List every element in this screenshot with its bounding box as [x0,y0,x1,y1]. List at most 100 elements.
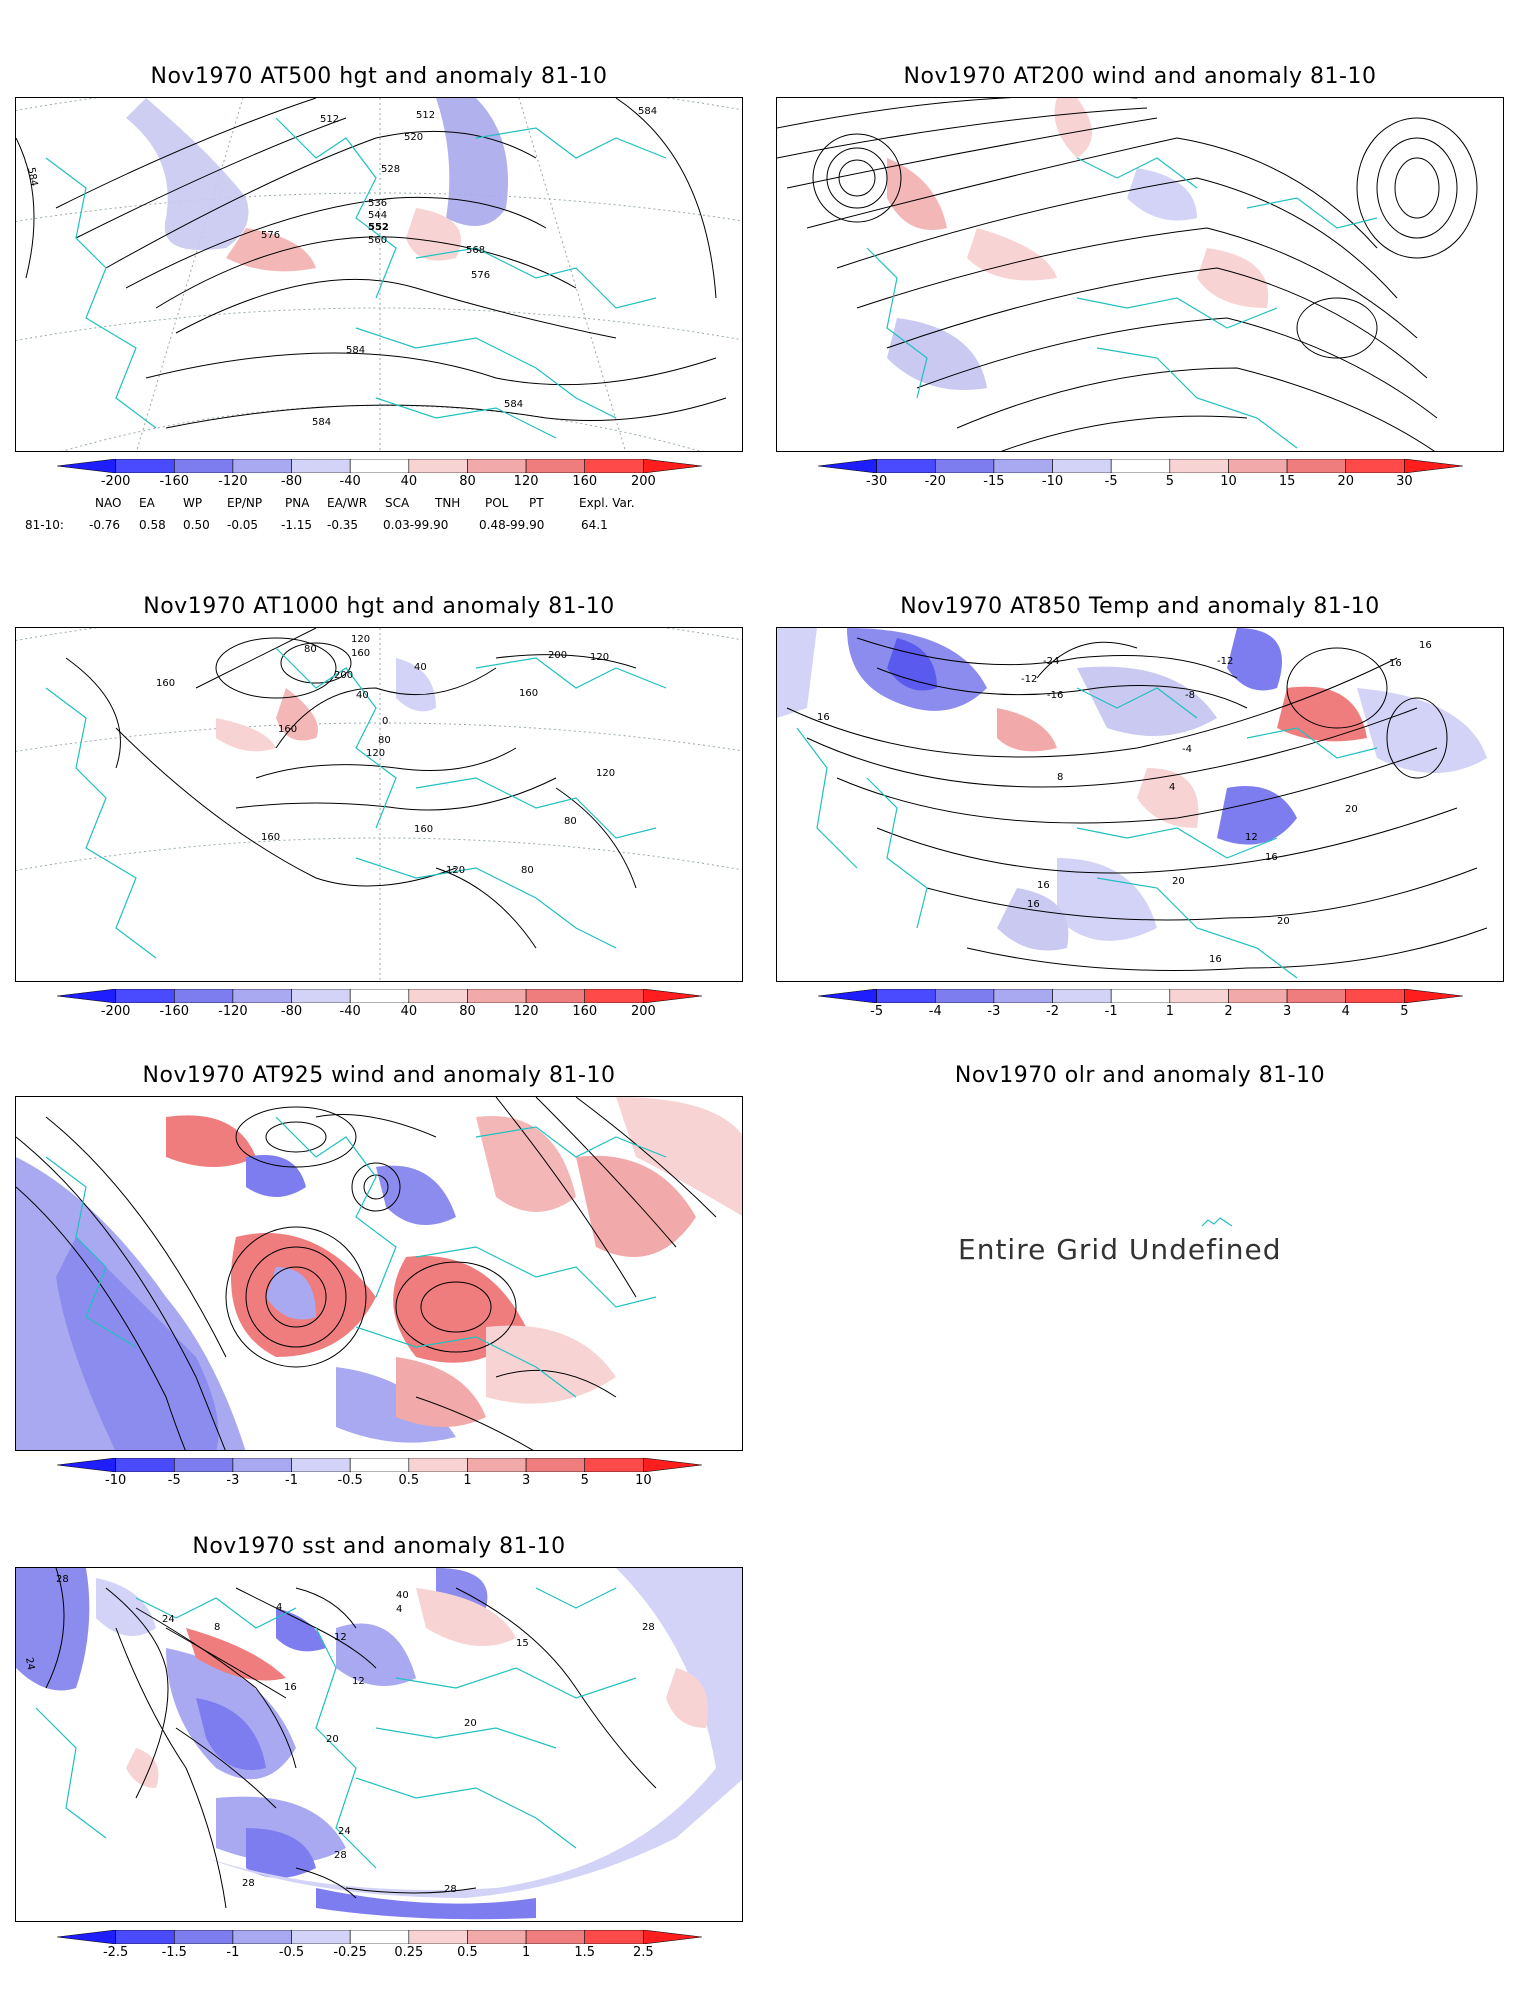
contour-label: 560 [368,235,387,246]
colorbar-segment [584,1457,644,1473]
colorbar-labels-wind200: -30 -20 -15 -10 -5 5 10 15 20 30 [818,474,1463,490]
colorbar-tick: 2 [1224,1004,1233,1019]
map-at925 [15,1096,743,1451]
colorbar-svg [56,458,703,474]
colorbar-tick: -0.5 [337,1473,363,1488]
contour-label: 544 [368,210,387,221]
contour-label: 120 [366,748,385,759]
colorbar-segment [173,1929,234,1945]
colorbar-tick: -160 [159,474,190,489]
contour-label: 520 [404,132,423,143]
contour-label: -16 [1047,690,1063,701]
contour-label: -12 [1021,674,1037,685]
contour-label: 0 [382,716,388,727]
colorbar-segment [1404,988,1464,1004]
colorbar-tick: -2 [1046,1004,1059,1019]
contour-label: 120 [590,652,609,663]
colorbar-segment [408,1457,468,1473]
colorbar-tick: -160 [159,1004,190,1019]
contour-label: 160 [519,688,538,699]
colorbar-segment [525,988,586,1004]
contour-label: 584 [312,417,331,428]
colorbar-tick: -4 [928,1004,942,1019]
colorbar-tick: 3 [521,1473,531,1488]
contour-label: 4 [276,1602,282,1613]
colorbar-segment [115,1457,175,1473]
index-header: EA/WR [327,496,368,510]
contour-label: 160 [261,832,280,843]
tiny-coastline-icon [1201,1217,1233,1227]
index-header: POL [485,496,509,510]
colorbar-segment [934,988,995,1004]
contour-label: 16 [1419,640,1432,651]
contour-label: 15 [516,1638,529,1649]
contour-label: 160 [351,648,370,659]
contour-label: 160 [156,678,175,689]
contour-label: 12 [334,1632,347,1643]
colorbar-svg [817,458,1464,474]
contour-label: 16 [817,712,830,723]
index-value: 64.1 [581,518,608,532]
colorbar-svg [817,988,1464,1004]
colorbar-labels-hgt500: -200 -160 -120 -80 -40 40 80 120 160 200 [57,474,702,490]
colorbar-tick: -20 [924,474,946,489]
index-header: Expl. Var. [579,496,635,510]
map-at500: 512 512 520 528 536 544 552 560 568 576 … [15,97,743,452]
colorbar-tick: -1 [1104,1004,1118,1019]
colorbar-segment [115,988,175,1004]
contour-label: 160 [278,724,297,735]
colorbar-tick: 4 [1341,1004,1350,1019]
colorbar-tick: 1 [1165,1004,1174,1019]
colorbar-temp850 [817,988,1464,1004]
colorbar-tick: -1 [226,1945,240,1960]
colorbar-wind925 [56,1457,703,1473]
colorbar-tick: 200 [630,1004,656,1019]
colorbar-tick: -200 [100,474,131,489]
contour-label: 40 [396,1590,409,1601]
index-header: EP/NP [227,496,263,510]
contour-label: 584 [346,345,365,356]
colorbar-segment [232,1929,292,1945]
index-header: PT [529,496,544,510]
colorbar-tick: -30 [866,474,888,489]
contour-label: 4 [396,1604,402,1615]
contour-label: 16 [1265,852,1278,863]
index-header: NAO [95,496,122,510]
colorbar-segment [291,458,351,474]
colorbar-segment [525,1457,586,1473]
colorbar-tick: 40 [400,1004,418,1019]
colorbar-segment [1110,988,1171,1004]
colorbar-tick: -15 [983,474,1005,489]
colorbar-segment [349,458,410,474]
panel-title-at200: Nov1970 AT200 wind and anomaly 81-10 [903,64,1377,89]
colorbar-sst [56,1929,703,1945]
colorbar-segment [1052,458,1112,474]
index-value: 0.03-99.90 [383,518,449,532]
colorbar-segment [1345,458,1405,474]
colorbar-tick: 2.5 [633,1945,654,1960]
contour-label: 28 [334,1850,347,1861]
colorbar-segment [349,1929,410,1945]
colorbar-tick: 5 [580,1473,589,1488]
contour-label: 24 [162,1614,175,1625]
colorbar-segment [349,988,410,1004]
index-row-label: 81-10: [25,518,64,532]
colorbar-segment [115,1929,175,1945]
contour-label: 160 [414,824,433,835]
colorbar-tick: -5 [870,1004,884,1019]
colorbar-segment [1228,988,1288,1004]
index-value: -0.76 [89,518,121,532]
colorbar-svg [56,1929,703,1945]
colorbar-segment [56,458,116,474]
colorbar-tick: 5 [1400,1004,1409,1019]
colorbar-segment [584,988,644,1004]
contour-label: 8 [214,1622,220,1633]
colorbar-tick: 80 [459,1004,476,1019]
colorbar-tick: 1 [521,1945,531,1960]
contour-label: 584 [25,167,39,188]
colorbar-tick: 80 [459,474,476,489]
colorbar-segment [291,1929,351,1945]
colorbar-segment [291,988,351,1004]
colorbar-tick: 120 [513,474,539,489]
contour-label: 20 [464,1718,477,1729]
